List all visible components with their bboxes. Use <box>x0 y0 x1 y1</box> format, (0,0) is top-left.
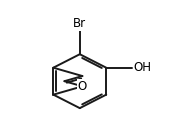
Text: OH: OH <box>133 61 151 74</box>
Text: O: O <box>78 80 87 93</box>
Text: Br: Br <box>73 17 86 30</box>
